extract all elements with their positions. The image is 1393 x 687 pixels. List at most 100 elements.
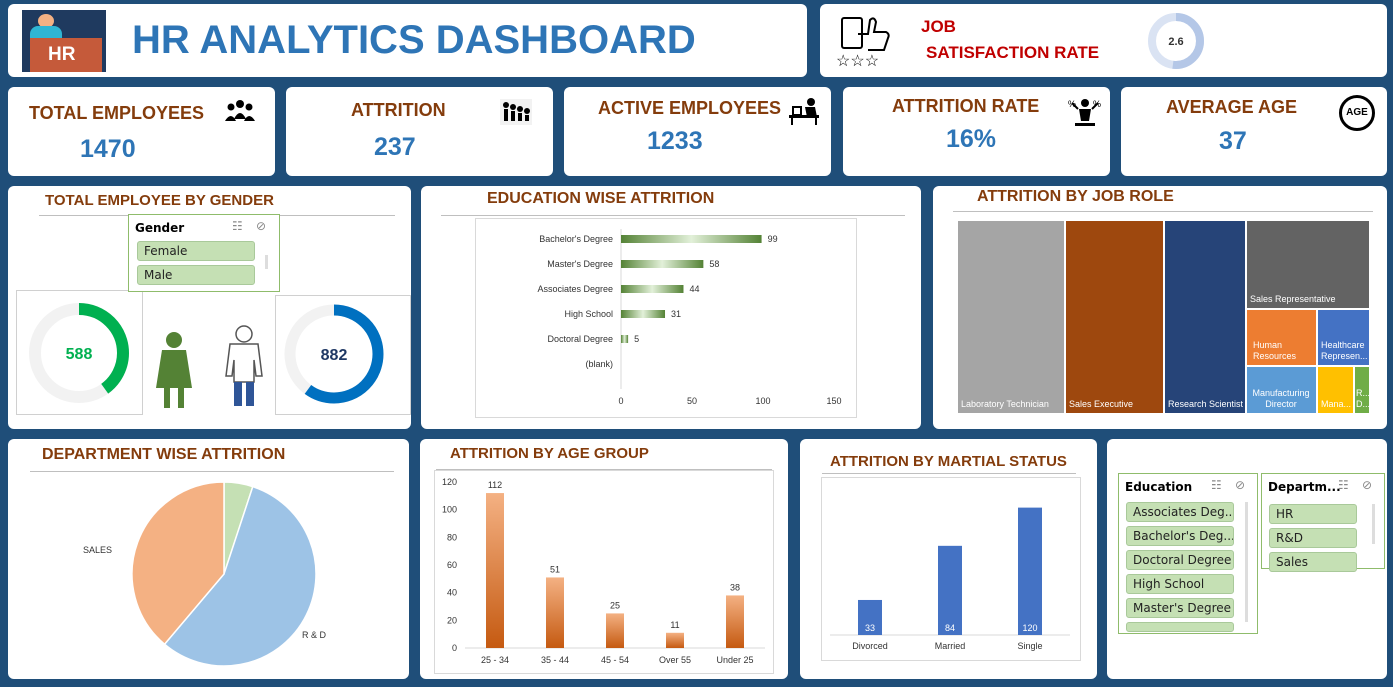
kpi-value: 237 <box>374 133 416 161</box>
title-divider <box>822 473 1076 474</box>
kpi-title: AVERAGE AGE <box>1166 97 1298 117</box>
title-divider <box>953 211 1373 212</box>
male-count: 882 <box>321 347 348 364</box>
category-label: Married <box>935 641 966 651</box>
clear-filter-icon[interactable]: ⊘ <box>1362 478 1373 492</box>
title-divider <box>441 215 905 216</box>
thumbs-up-icon: ☆☆☆ <box>836 17 890 68</box>
treemap-tile[interactable]: Sales Executive <box>1065 220 1164 414</box>
data-label: 58 <box>709 259 719 269</box>
rate-person-icon: %% <box>1068 99 1101 126</box>
tick-label: 0 <box>452 643 457 653</box>
slicer-item[interactable]: Associates Deg... <box>1126 502 1234 522</box>
clear-filter-icon[interactable]: ⊘ <box>256 219 267 233</box>
treemap-label: Sales Representative <box>1250 294 1336 304</box>
section-title: ATTRITION BY MARTIAL STATUS <box>830 453 1067 470</box>
category-label: Bachelor's Degree <box>539 234 613 244</box>
slicer-header: Departm... <box>1268 480 1341 494</box>
treemap-tile[interactable]: R... D... <box>1354 366 1370 414</box>
slicer-item[interactable]: Doctoral Degree <box>1126 550 1234 570</box>
kpi-average-age: AVERAGE AGE 37 AGE <box>1121 87 1387 176</box>
bar <box>621 335 629 343</box>
kpi-value: 1233 <box>647 127 703 155</box>
multi-select-icon[interactable]: ☷ <box>232 219 243 233</box>
bar <box>858 599 882 635</box>
bar <box>606 613 624 648</box>
gender-card: TOTAL EMPLOYEE BY GENDER 588 882 Gender … <box>8 186 411 429</box>
male-figure-icon <box>225 325 263 406</box>
treemap-label: Laboratory Technician <box>961 399 1049 409</box>
slicer-item[interactable]: R&D <box>1269 528 1357 548</box>
bar <box>546 577 564 648</box>
kpi-value: 16% <box>946 125 997 153</box>
title-divider <box>30 471 394 472</box>
kpi-title: ATTRITION <box>351 100 446 120</box>
clear-filter-icon[interactable]: ⊘ <box>1235 478 1246 492</box>
tick-label: 120 <box>442 477 457 487</box>
age-icon: AGE <box>1339 95 1375 131</box>
data-label: 31 <box>671 309 681 319</box>
slice-label: R & D <box>302 630 327 640</box>
treemap-label: Sales Executive <box>1069 399 1134 409</box>
page-title: HR ANALYTICS DASHBOARD <box>132 18 696 62</box>
slicer-scrollbar[interactable] <box>1245 502 1248 622</box>
satisfaction-label-2: SATISFACTION RATE <box>926 43 1100 62</box>
slicer-item[interactable]: Master's Degree <box>1126 598 1234 618</box>
pie-slice <box>163 485 317 667</box>
multi-select-icon[interactable]: ☷ <box>1338 478 1349 492</box>
female-figure-icon <box>148 328 200 410</box>
treemap-tile[interactable]: Healthcare Represen... <box>1317 309 1370 366</box>
kpi-active-employees: ACTIVE EMPLOYEES 1233 <box>564 87 831 176</box>
kpi-total-employees: TOTAL EMPLOYEES 1470 <box>8 87 275 176</box>
treemap-tile[interactable]: Mana... <box>1317 366 1354 414</box>
tick-label: 60 <box>447 560 457 570</box>
slicer-item[interactable]: Sales <box>1269 552 1357 572</box>
treemap-tile[interactable]: Sales Representative <box>1246 220 1370 309</box>
category-label: (blank) <box>585 359 613 369</box>
treemap-tile[interactable]: Research Scientist <box>1164 220 1246 414</box>
multi-select-icon[interactable]: ☷ <box>1211 478 1222 492</box>
data-label: 112 <box>488 480 502 490</box>
education-card: EDUCATION WISE ATTRITION Bachelor's Degr… <box>421 186 921 429</box>
hr-logo: HR <box>22 10 106 72</box>
satisfaction-gauge: 2.6 <box>1148 13 1204 69</box>
slicer-item[interactable]: Bachelor's Deg... <box>1126 526 1234 546</box>
data-label: 44 <box>689 284 699 294</box>
age-group-bar-chart: 0 20 40 60 80 100 120 112 25 - 34 51 35 - 44 25 45 -… <box>434 470 774 674</box>
slicer-item-female[interactable]: Female <box>137 241 255 261</box>
tick-label: 100 <box>442 505 457 515</box>
treemap-tile[interactable]: Human Resources <box>1246 309 1317 366</box>
slicer-item[interactable]: HR <box>1269 504 1357 524</box>
slicer-item[interactable]: High School <box>1126 574 1234 594</box>
female-donut-box: 588 <box>16 290 143 415</box>
slicer-item-partial[interactable] <box>1126 622 1234 632</box>
tick-label: 40 <box>447 588 457 598</box>
data-label: 38 <box>730 582 740 592</box>
svg-text:☆☆☆: ☆☆☆ <box>836 53 879 68</box>
bar <box>621 285 684 293</box>
logo-body <box>30 26 62 40</box>
header-card: HR HR ANALYTICS DASHBOARD <box>8 4 807 77</box>
treemap-label: Human Resources <box>1253 340 1297 361</box>
department-pie-chart: SALES R & D <box>83 481 327 667</box>
data-label: 120 <box>1022 623 1037 633</box>
kpi-title: ACTIVE EMPLOYEES <box>598 98 782 118</box>
treemap-label: Manufacturing Director <box>1252 388 1310 409</box>
slicer-scrollbar[interactable] <box>1372 504 1375 544</box>
treemap-tile[interactable]: Laboratory Technician <box>957 220 1065 414</box>
kpi-attrition: ATTRITION 237 <box>286 87 553 176</box>
age-icon-label: AGE <box>1346 107 1368 118</box>
slicer-scrollbar[interactable] <box>265 255 268 269</box>
kpi-attrition-rate: ATTRITION RATE 16% %% <box>843 87 1110 176</box>
pie-slice <box>131 481 225 646</box>
treemap-tile[interactable]: Manufacturing Director <box>1246 366 1317 414</box>
data-label: 99 <box>768 234 778 244</box>
male-donut: 882 <box>284 304 384 404</box>
treemap-label: Mana... <box>1321 399 1352 409</box>
female-count: 588 <box>66 346 93 363</box>
satisfaction-value: 2.6 <box>1168 36 1183 48</box>
people-icon <box>225 100 255 121</box>
slicer-item-male[interactable]: Male <box>137 265 255 285</box>
category-label: Master's Degree <box>547 259 613 269</box>
treemap-label: Healthcare Represen... <box>1321 340 1367 361</box>
